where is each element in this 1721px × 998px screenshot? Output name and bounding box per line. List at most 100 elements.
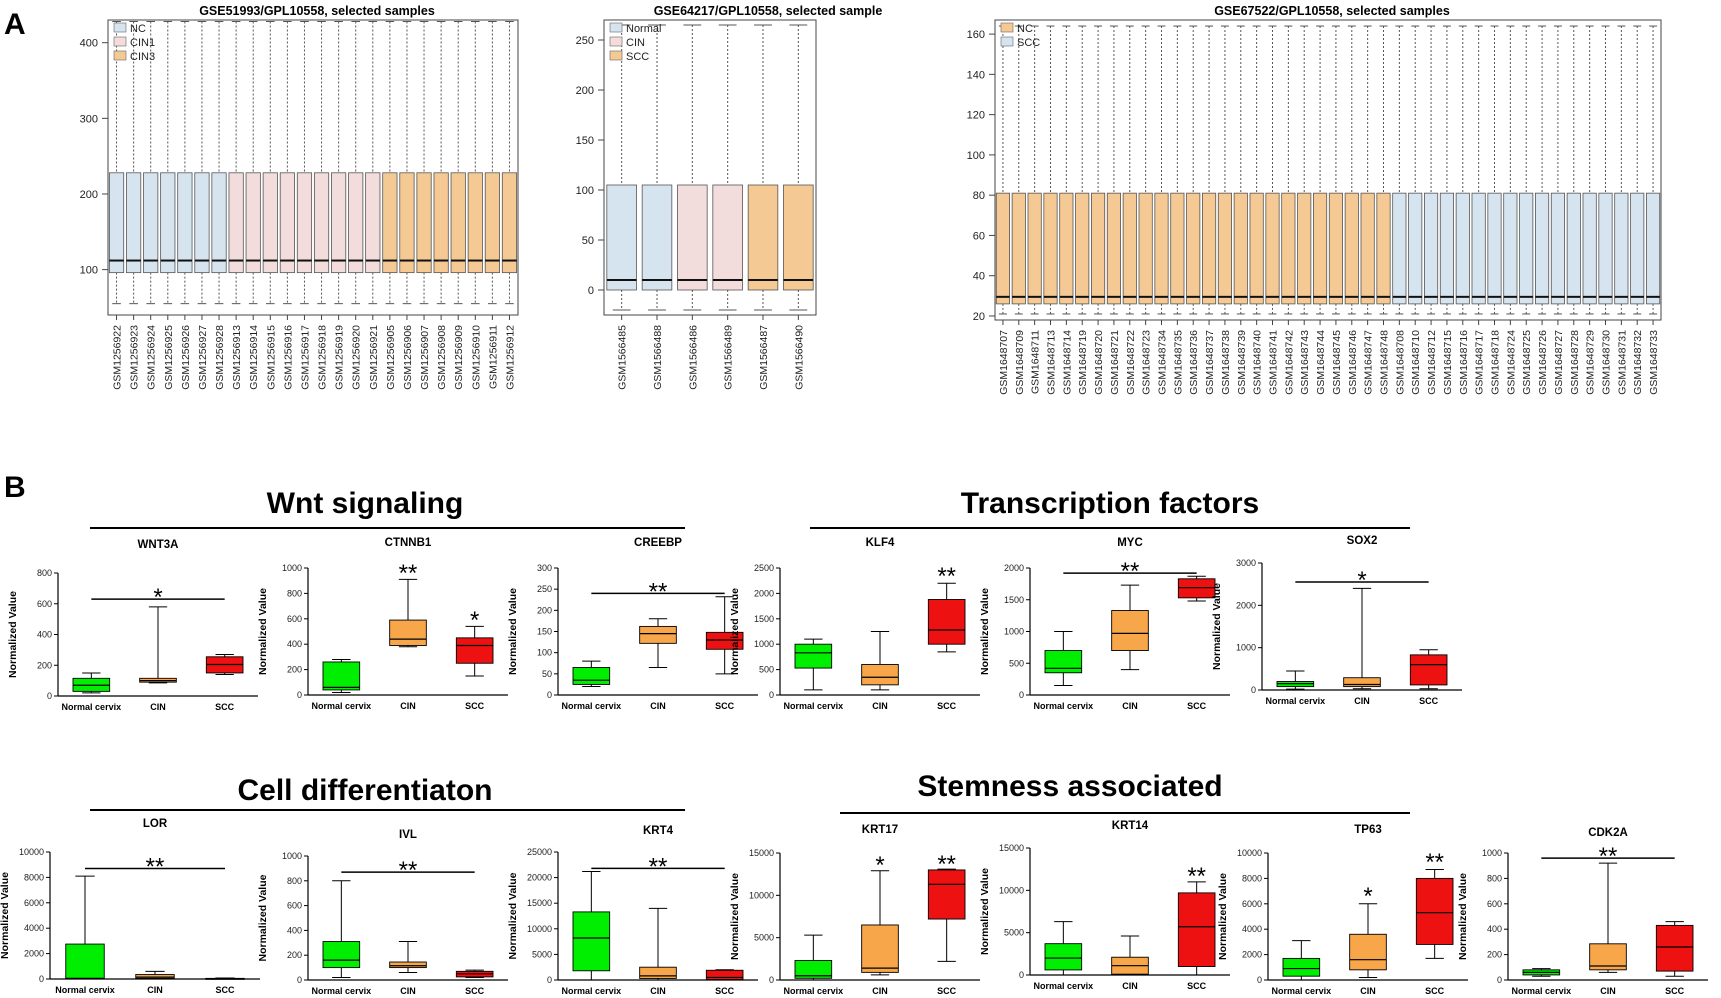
y-tick-label: 400 bbox=[1487, 924, 1502, 934]
y-tick-label: 400 bbox=[80, 38, 98, 50]
sample-label: GSM1648734 bbox=[1157, 330, 1169, 395]
x-tick-label: CIN bbox=[1354, 696, 1370, 706]
sample-box bbox=[433, 172, 449, 274]
sample-label: GSM1256915 bbox=[265, 325, 277, 390]
sample-label: GSM1256905 bbox=[385, 325, 397, 390]
significance-marker: * bbox=[1363, 883, 1372, 910]
sample-label: GSM1256911 bbox=[487, 325, 499, 389]
group-box bbox=[927, 599, 966, 645]
chart-a1: GSE51993/GPL10558, selected samples 100 20… bbox=[80, 4, 519, 390]
sample-label: GSM1256909 bbox=[453, 325, 465, 390]
sample-label: GSM1648722 bbox=[1125, 330, 1137, 395]
x-tick-label: Normal cervix bbox=[1272, 986, 1332, 996]
sample-label: GSM1648738 bbox=[1220, 330, 1232, 395]
sample-box bbox=[1566, 192, 1581, 305]
y-axis-label: Normalized Value bbox=[979, 868, 991, 955]
y-tick-label: 0 bbox=[1019, 970, 1024, 980]
y-tick-label: 5000 bbox=[532, 949, 552, 959]
sample-box bbox=[1646, 192, 1661, 305]
group-box bbox=[705, 631, 744, 650]
y-tick-label: 140 bbox=[967, 69, 985, 81]
y-tick-label: 0 bbox=[47, 691, 52, 701]
y-tick-label: 200 bbox=[287, 665, 302, 675]
group-box bbox=[1177, 892, 1216, 967]
sample-box bbox=[416, 172, 432, 274]
y-tick-label: 2000 bbox=[754, 588, 774, 598]
x-tick-label: CIN bbox=[1122, 701, 1138, 711]
y-axis-label: Normalized Value bbox=[7, 591, 19, 678]
y-axis-label: Normalized Value bbox=[1457, 873, 1469, 960]
sample-box bbox=[399, 172, 415, 274]
sample-label: GSM1648747 bbox=[1363, 330, 1375, 395]
x-tick-label: CIN bbox=[872, 701, 888, 711]
sample-box bbox=[348, 172, 364, 274]
x-tick-label: SCC bbox=[1665, 986, 1685, 996]
y-tick-label: 0 bbox=[769, 975, 774, 985]
x-tick-label: CIN bbox=[400, 701, 416, 711]
y-tick-label: 4000 bbox=[24, 923, 44, 933]
y-tick-label: 1000 bbox=[1236, 643, 1256, 653]
y-tick-label: 600 bbox=[287, 901, 302, 911]
sample-box bbox=[296, 172, 313, 274]
sample-box bbox=[1439, 192, 1454, 305]
sample-box bbox=[108, 172, 125, 274]
x-tick-label: SCC bbox=[465, 701, 485, 711]
sample-label: GSM1256910 bbox=[470, 325, 482, 390]
sample-box bbox=[677, 184, 708, 291]
sample-box bbox=[245, 172, 261, 274]
group-box bbox=[705, 969, 744, 980]
group-box bbox=[1177, 578, 1216, 599]
y-tick-label: 8000 bbox=[24, 872, 44, 882]
y-axis-label: Normalized Value bbox=[507, 588, 519, 675]
sample-label: GSM1648731 bbox=[1616, 330, 1628, 395]
sample-label: GSM1648712 bbox=[1426, 330, 1438, 395]
legend-swatch bbox=[609, 22, 623, 33]
chart-title: CDK2A bbox=[1588, 827, 1628, 839]
chart-sox2: SOX2 0 1000 2000 3000 Normalized Value Normal … bbox=[1211, 535, 1462, 706]
group-box bbox=[1415, 877, 1454, 945]
sample-box bbox=[1328, 192, 1343, 305]
sample-box bbox=[712, 184, 743, 291]
y-tick-label: 1000 bbox=[282, 851, 302, 861]
sample-label: GSM1648719 bbox=[1077, 330, 1089, 395]
y-tick-label: 15000 bbox=[999, 843, 1024, 853]
sample-box bbox=[501, 172, 518, 274]
x-tick-label: CIN bbox=[400, 986, 416, 996]
x-tick-label: SCC bbox=[937, 701, 957, 711]
sample-box bbox=[1265, 192, 1280, 305]
y-tick-label: 60 bbox=[973, 230, 985, 242]
significance-marker: ** bbox=[1599, 843, 1618, 870]
sample-box bbox=[1059, 192, 1074, 305]
x-tick-label: CIN bbox=[650, 986, 666, 996]
group-box bbox=[1349, 933, 1387, 971]
x-tick-label: Normal cervix bbox=[562, 701, 622, 711]
sample-label: GSM1256912 bbox=[504, 325, 516, 390]
x-tick-label: Normal cervix bbox=[1034, 701, 1094, 711]
group-box bbox=[572, 911, 611, 972]
sample-box bbox=[1297, 192, 1312, 305]
sample-label: GSM1566486 bbox=[687, 325, 699, 390]
x-tick-label: SCC bbox=[215, 985, 235, 995]
group-box bbox=[1409, 654, 1448, 686]
significance-marker: * bbox=[1357, 567, 1366, 594]
y-tick-label: 100 bbox=[967, 150, 985, 162]
sample-box bbox=[382, 172, 398, 274]
group-box bbox=[794, 960, 833, 979]
significance-marker: ** bbox=[399, 560, 418, 587]
significance-marker: * bbox=[875, 852, 884, 879]
group-box bbox=[639, 966, 677, 979]
sample-box bbox=[1471, 192, 1486, 305]
section-title-diff: Cell differentiaton bbox=[237, 774, 492, 807]
x-tick-label: SCC bbox=[715, 701, 735, 711]
sample-label: GSM1648723 bbox=[1141, 330, 1153, 395]
y-tick-label: 300 bbox=[80, 113, 98, 125]
sample-label: GSM1648710 bbox=[1410, 330, 1422, 395]
y-tick-label: 10000 bbox=[749, 890, 774, 900]
panel-label-a: A bbox=[4, 8, 26, 41]
y-tick-label: 20000 bbox=[527, 873, 552, 883]
sample-box bbox=[160, 172, 176, 274]
chart-creebp: CREEBP 0 50 100 150 200 250 300 Normalized Value… bbox=[507, 537, 758, 711]
sample-label: GSM1256908 bbox=[436, 325, 448, 390]
significance-marker: ** bbox=[649, 853, 668, 880]
x-tick-label: Normal cervix bbox=[1034, 981, 1094, 991]
